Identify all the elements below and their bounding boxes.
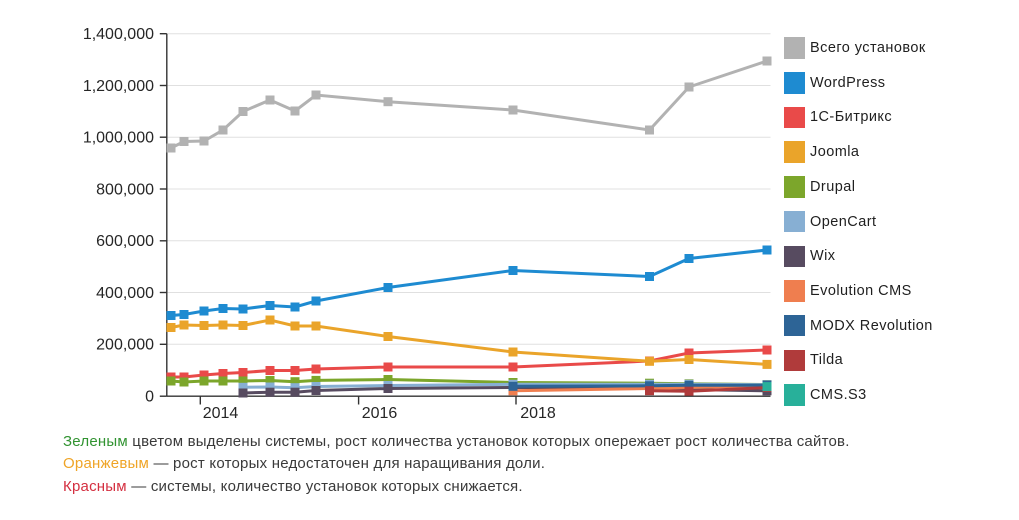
svg-text:800,000: 800,000	[96, 181, 154, 198]
svg-text:1,400,000: 1,400,000	[83, 26, 154, 43]
svg-text:200,000: 200,000	[96, 337, 154, 354]
svg-text:1,200,000: 1,200,000	[83, 78, 154, 95]
svg-text:2016: 2016	[362, 405, 398, 422]
svg-text:2014: 2014	[203, 405, 239, 422]
svg-text:1,000,000: 1,000,000	[83, 130, 154, 147]
svg-text:400,000: 400,000	[96, 285, 154, 302]
svg-text:600,000: 600,000	[96, 233, 154, 250]
svg-text:2018: 2018	[520, 405, 556, 422]
svg-text:0: 0	[145, 389, 154, 406]
